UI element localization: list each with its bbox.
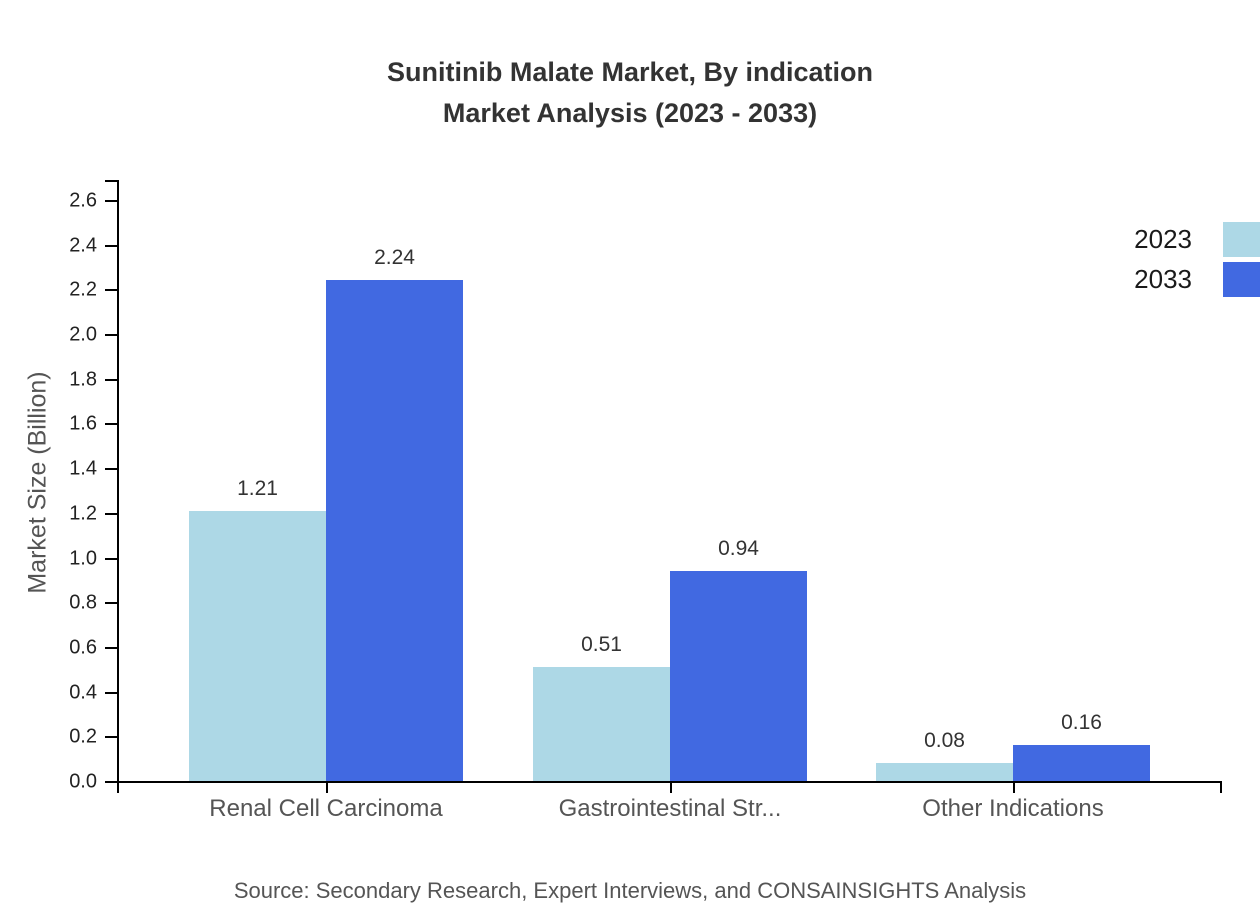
y-axis-top-cap xyxy=(105,180,117,182)
y-tick-label: 0.8 xyxy=(69,591,97,614)
legend-label-2023: 2023 xyxy=(1134,224,1192,254)
y-tick-mark xyxy=(105,557,117,560)
y-tick-label: 2.4 xyxy=(69,234,97,257)
y-tick-mark xyxy=(105,512,117,515)
x-tick-mark xyxy=(326,781,328,793)
bar-value-2023-renal-cell-carcinoma: 1.21 xyxy=(237,476,278,500)
x-axis-right-cap xyxy=(1220,781,1222,793)
legend-swatch-2033 xyxy=(1223,262,1260,297)
source-note: Source: Secondary Research, Expert Inter… xyxy=(233,878,1027,903)
bar-value-2023-other-indications: 0.08 xyxy=(924,729,965,753)
bar-2023-renal-cell-carcinoma xyxy=(189,510,326,781)
bar-2023-other-indications xyxy=(876,763,1013,781)
legend-label-2033: 2033 xyxy=(1134,264,1192,294)
y-tick-mark xyxy=(105,423,117,426)
x-axis-line xyxy=(117,781,1222,783)
y-tick-label: 1.6 xyxy=(69,412,97,435)
bar-2033-gastrointestinal-str xyxy=(670,570,807,781)
y-tick-mark xyxy=(105,602,117,605)
y-tick-mark xyxy=(105,646,117,649)
y-tick-label: 0.6 xyxy=(69,636,97,659)
x-category-label-other-indications: Other Indications xyxy=(922,795,1104,822)
y-tick-label: 2.0 xyxy=(69,323,97,346)
x-category-label-renal-cell-carcinoma: Renal Cell Carcinoma xyxy=(209,795,443,822)
x-tick-mark xyxy=(1013,781,1015,793)
bar-2033-other-indications xyxy=(1013,745,1150,781)
y-tick-mark xyxy=(105,468,117,471)
legend-item-2033: 2033 xyxy=(0,262,1260,297)
y-tick-mark xyxy=(105,691,117,694)
y-tick-label: 0.2 xyxy=(69,725,97,748)
y-tick-label: 0.4 xyxy=(69,681,97,704)
y-tick-mark xyxy=(105,378,117,381)
bar-2033-renal-cell-carcinoma xyxy=(326,280,463,781)
y-tick-mark xyxy=(105,334,117,337)
x-tick-mark xyxy=(670,781,672,793)
y-tick-mark xyxy=(105,200,117,202)
bar-value-2033-gastrointestinal-str: 0.94 xyxy=(718,536,759,560)
bar-value-2033-other-indications: 0.16 xyxy=(1061,711,1102,735)
y-tick-mark xyxy=(105,781,117,783)
y-tick-mark xyxy=(105,289,117,292)
legend-swatch-2023 xyxy=(1223,222,1260,257)
bar-value-2023-gastrointestinal-str: 0.51 xyxy=(581,633,622,657)
y-tick-label: 1.4 xyxy=(69,457,97,480)
y-tick-label: 0.0 xyxy=(69,770,97,793)
y-tick-label: 1.0 xyxy=(69,547,97,570)
chart-title-block: Sunitinib Malate Market, By indication M… xyxy=(0,52,1260,134)
bar-2023-gastrointestinal-str xyxy=(533,667,670,781)
chart-subtitle: Market Analysis (2023 - 2033) xyxy=(442,98,818,128)
y-axis-line xyxy=(117,180,119,793)
bar-value-2033-renal-cell-carcinoma: 2.24 xyxy=(374,246,415,270)
y-tick-label: 1.8 xyxy=(69,368,97,391)
x-category-label-gastrointestinal-str: Gastrointestinal Str... xyxy=(558,795,782,822)
y-tick-mark xyxy=(105,736,117,739)
chart-title: Sunitinib Malate Market, By indication xyxy=(386,57,874,87)
legend-item-2023: 2023 xyxy=(0,222,1260,257)
y-tick-label: 2.6 xyxy=(69,189,97,212)
y-tick-label: 2.2 xyxy=(69,278,97,301)
y-tick-label: 1.2 xyxy=(69,502,97,525)
y-tick-mark xyxy=(105,244,117,247)
